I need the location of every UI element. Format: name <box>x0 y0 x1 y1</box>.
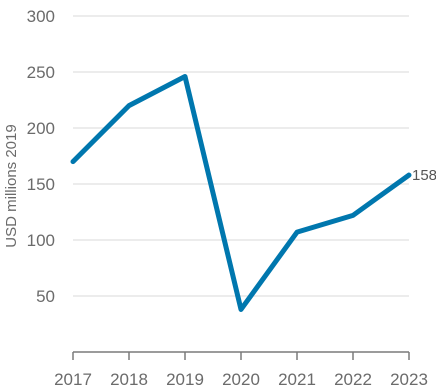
x-tick-label-2020: 2020 <box>222 370 260 389</box>
series-line <box>70 73 412 312</box>
y-tick-label-250: 250 <box>27 63 55 82</box>
end-value-label: 158 <box>412 167 436 184</box>
x-tick-label-2021: 2021 <box>278 370 316 389</box>
x-tick-label-2017: 2017 <box>54 370 92 389</box>
x-tick-label-2023: 2023 <box>390 370 428 389</box>
x-tick-label-2022: 2022 <box>334 370 372 389</box>
y-tick-label-300: 300 <box>27 7 55 26</box>
y-axis-ticks: 50 100 150 200 250 300 <box>27 7 55 306</box>
y-tick-label-100: 100 <box>27 231 55 250</box>
y-tick-label-200: 200 <box>27 119 55 138</box>
x-tick-label-2018: 2018 <box>110 370 148 389</box>
x-tick-label-2019: 2019 <box>166 370 204 389</box>
y-tick-label-50: 50 <box>36 287 55 306</box>
gridlines <box>73 15 409 297</box>
x-axis-ticks: 2017 2018 2019 2020 2021 2022 2023 <box>54 352 428 389</box>
y-axis-title: USD millions 2019 <box>3 124 20 247</box>
y-tick-label-150: 150 <box>27 175 55 194</box>
